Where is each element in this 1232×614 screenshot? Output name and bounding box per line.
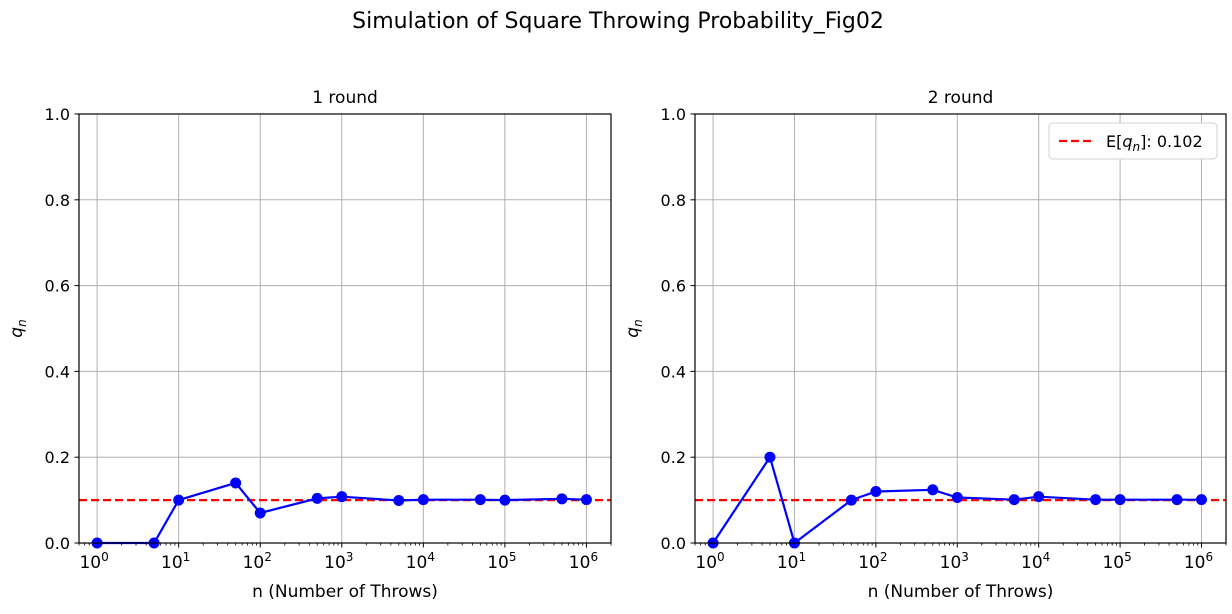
axes-frame [694,113,1227,544]
y-tick-label: 0.8 [661,191,686,210]
x-axis-label: n (Number of Throws) [868,582,1054,602]
data-point [1171,494,1183,506]
data-point [417,494,429,506]
data-point [764,451,776,463]
data-point [254,507,266,519]
y-tick-label: 0.4 [661,362,686,381]
data-point [951,492,963,504]
data-point [1195,494,1207,506]
data-point [311,492,323,504]
subplot-2: 100 101 102 103 104 105 1060.00.20.40.60.81.02… [623,88,1227,602]
y-tick-label: 0.8 [45,191,70,210]
figure-title: Simulation of Square Throwing Probabilit… [352,9,884,34]
y-tick-label: 1.0 [661,105,686,124]
y-tick-label: 0.4 [45,362,70,381]
y-tick-label: 0.2 [45,448,70,467]
axes-frame [78,113,612,544]
data-point [499,494,511,506]
data-point [474,494,486,506]
y-tick-label: 1.0 [45,105,70,124]
data-point [927,484,939,496]
data-point [1008,494,1020,506]
y-tick-label: 0.6 [45,277,70,296]
subplot-title: 2 round [928,88,994,108]
y-tick-label: 0.2 [661,448,686,467]
data-point [230,477,242,489]
data-point [845,494,857,506]
data-point [1090,494,1102,506]
subplot-title: 1 round [312,88,378,108]
data-point [1033,491,1045,503]
y-tick-label: 0.0 [661,534,686,553]
data-point [393,495,405,507]
data-point [336,491,348,503]
data-point [173,494,185,506]
y-tick-label: 0.0 [45,534,70,553]
data-point [556,493,568,505]
legend-label: E[qn]: 0.102 [1106,132,1203,154]
y-tick-label: 0.6 [661,277,686,296]
data-point [580,494,592,506]
x-axis-label: n (Number of Throws) [252,582,438,602]
data-point [870,486,882,498]
data-point [1114,494,1126,506]
legend-box [1048,122,1218,160]
